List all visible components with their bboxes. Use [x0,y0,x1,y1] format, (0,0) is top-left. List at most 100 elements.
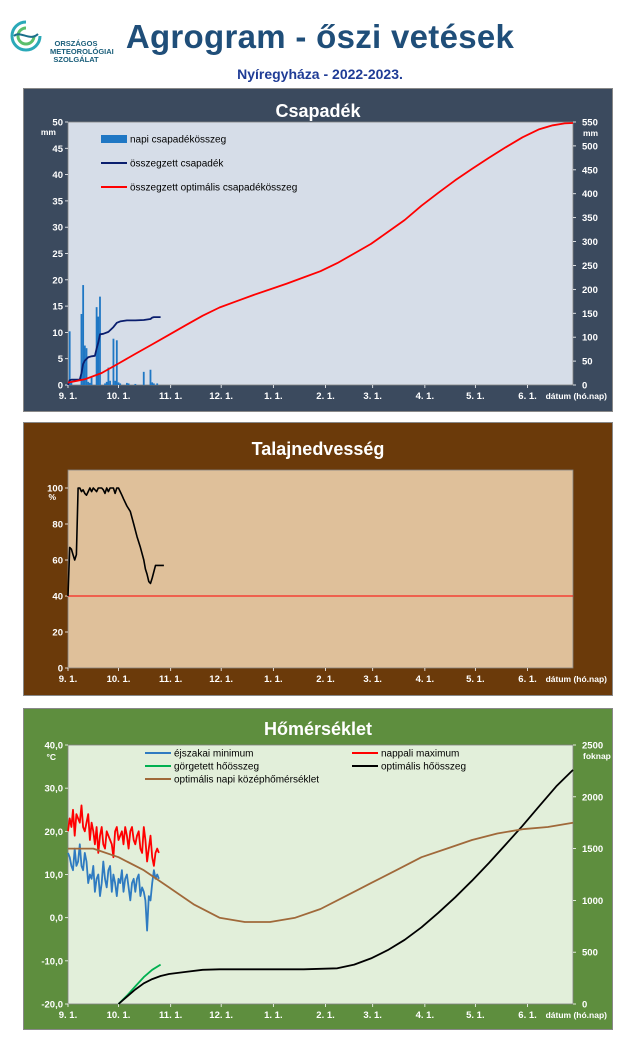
precip-bar [68,331,71,385]
logo-icon [10,20,42,52]
soil-moisture-chart: 0 20 40 60 80 100% 9. 1. 10. 1. 11. 1. 12. 1. 1. 1… [47,469,608,685]
precip-bar [112,338,115,385]
x-tick-label: 4. 1. [416,391,435,402]
x-tick-label: 4. 1. [416,1010,435,1021]
precipitation-panel: Csapadék 0 5 10 15 20 25 30 35 40 45 50 mm 0 50 100 150… [23,88,613,412]
x-tick-label: 1. 1. [264,391,283,402]
x-tick-label: 6. 1. [518,391,537,402]
x-tick-label: 11. 1. [159,674,182,685]
y-tick-label: 15 [52,302,63,313]
y-axis-label: % [48,492,56,502]
soil-moisture-line [67,487,164,597]
y-tick-label: 100 [47,484,63,495]
temperature-panel: Hőmérséklet -20,0 -10,0 0,0 10,0 20,0 30,0 40,… [23,708,613,1030]
precip-bar [70,382,73,385]
optimal-mean-temp-line [68,821,574,923]
y2-tick-label: 100 [582,333,598,344]
y2-tick-label: 450 [582,165,598,176]
y2-tick-label: 550 [582,118,598,129]
soil-moisture-title: Talajnedvesség [251,439,385,459]
precip-bar [85,348,88,385]
precip-bar [117,382,120,385]
y2-tick-label: 500 [582,948,598,959]
y-tick-label: 60 [52,556,63,567]
y-tick-label: 50 [52,118,63,129]
y-tick-label: 20 [52,628,63,639]
precip-bar [83,345,86,385]
logo-line-3: SZOLGÁLAT [53,55,99,64]
x-axis-label: dátum (hó.nap) [546,674,608,684]
x-tick-label: 12. 1. [209,674,233,685]
plot-area [67,469,574,669]
y2-tick-label: 2500 [582,741,603,752]
precip-bar [114,380,117,385]
legend-day-max-label: nappali maximum [381,749,459,760]
x-tick-label: 11. 1. [159,1010,182,1021]
y2-tick-label: 350 [582,213,598,224]
page-subtitle: Nyíregyháza - 2022-2023. [237,66,403,82]
y-tick-label: 20,0 [45,827,64,838]
y2-tick-label: 2000 [582,792,603,803]
precip-bar [149,369,152,385]
precip-bar [88,382,91,385]
precip-bar [115,340,118,385]
x-tick-label: 9. 1. [59,1010,78,1021]
precip-bar [109,380,111,385]
night-min-line [67,843,160,932]
logo-line-1: ORSZÁGOS [54,39,98,48]
x-tick-label: 5. 1. [466,391,485,402]
legend-optimal-heatsum-label: optimális hőösszeg [381,762,466,773]
optimal-precip-line [67,122,574,384]
legend-rolling-heatsum-label: görgetett hőösszeg [174,762,259,773]
page-header: ORSZÁGOS METEOROLÓGIAI SZOLGÁLAT Agrogra… [0,0,640,86]
x-tick-label: 5. 1. [466,1010,485,1021]
precip-bar [151,382,154,385]
cumulative-precip-line [67,316,161,386]
y2-tick-label: 0 [582,381,587,392]
legend-optimal-mean-temp-label: optimális napi középhőmérséklet [174,775,319,786]
optimal-heatsum-line [117,769,574,1005]
y-tick-label: 0 [58,381,63,392]
precip-bar [134,383,137,385]
y-tick-label: -10,0 [41,956,63,967]
y-tick-label: 40,0 [45,741,64,752]
precip-bar [156,383,159,385]
legend-night-min-label: éjszakai minimum [174,749,253,760]
legend-optimal-precip-label: összegzett optimális csapadékösszeg [130,183,297,194]
y2-axis-label: mm [583,128,599,138]
y2-tick-label: 50 [582,357,593,368]
y-tick-label: 40 [52,592,63,603]
y-axis-label: °C [46,752,56,762]
y-tick-label: 40 [52,170,63,181]
y-tick-label: 0 [58,664,63,675]
y-tick-label: 45 [52,144,63,155]
y-tick-label: 80 [52,520,63,531]
precip-bar [90,377,93,385]
y2-tick-label: 300 [582,237,598,248]
y-tick-label: 30,0 [45,784,64,795]
x-axis-label: dátum (hó.nap) [546,391,608,401]
temperature-title: Hőmérséklet [263,719,373,739]
precip-bar [99,296,101,385]
precipitation-title: Csapadék [275,101,361,121]
y2-tick-label: 150 [582,309,598,320]
x-tick-label: 12. 1. [209,1010,233,1021]
precip-bar [87,381,90,385]
x-tick-label: 6. 1. [518,674,537,685]
omsz-logo: ORSZÁGOS METEOROLÓGIAI SZOLGÁLAT [8,18,138,64]
x-tick-label: 10. 1. [107,674,131,685]
precip-bar [142,371,145,385]
y2-tick-label: 1500 [582,844,603,855]
plot-area [67,121,574,386]
precip-bar [104,383,106,385]
legend-daily-precip-label: napi csapadékösszeg [130,135,226,146]
x-tick-label: 12. 1. [209,391,233,402]
page-title: Agrogram - őszi vetések [125,18,515,55]
y-tick-label: 30 [52,223,63,234]
x-tick-label: 1. 1. [264,674,283,685]
x-tick-label: 2. 1. [316,674,335,685]
x-tick-label: 3. 1. [363,1010,382,1021]
precip-bar [152,383,155,385]
y2-tick-label: 250 [582,261,598,272]
precipitation-chart: 05101520253035404550mm050100150200250300… [41,118,608,403]
